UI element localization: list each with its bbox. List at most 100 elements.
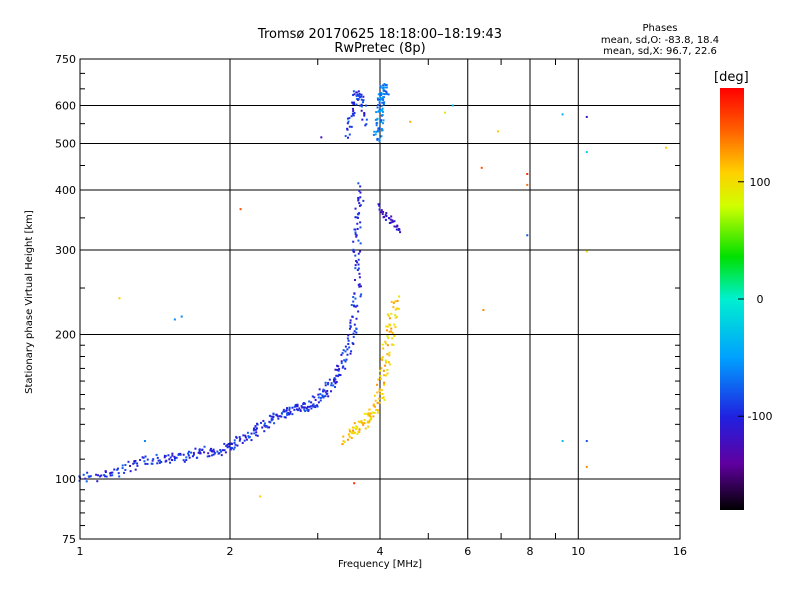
scatter-point — [482, 308, 485, 311]
o-trace-point — [355, 328, 358, 331]
o-trace-point — [104, 475, 107, 478]
x-trace-point — [375, 408, 378, 411]
o-trace-point — [357, 196, 360, 199]
o-trace-point — [282, 408, 285, 411]
o-trace-point — [359, 104, 362, 107]
o-trace-point — [358, 276, 361, 279]
o-trace-point — [360, 93, 363, 96]
o-trace-point — [363, 112, 366, 115]
o-trace-point — [266, 425, 269, 428]
o-trace-point — [231, 442, 234, 445]
o-trace-point — [235, 436, 238, 439]
o-trace-point — [294, 404, 297, 407]
o-trace-point — [350, 350, 353, 353]
x-trace-point — [376, 411, 379, 414]
o-trace-point — [209, 449, 212, 452]
o-trace-point — [95, 473, 98, 476]
o-trace-point — [141, 456, 144, 459]
o-trace-point — [212, 453, 215, 456]
scatter-point — [118, 297, 121, 300]
o-trace-point — [380, 135, 383, 138]
scatter-point — [320, 136, 323, 139]
x-trace-point — [383, 398, 386, 401]
o-trace-point — [321, 395, 324, 398]
o-trace-point — [190, 451, 193, 454]
x-trace-point — [384, 342, 387, 345]
o-trace-point — [347, 339, 350, 342]
o-trace-point — [335, 374, 338, 377]
scatter-point — [526, 183, 529, 186]
scatter-point — [561, 440, 564, 443]
x-trace-point — [388, 351, 391, 354]
o-trace-point — [313, 396, 316, 399]
o-trace-point — [393, 220, 396, 223]
x-trace-point — [385, 325, 388, 328]
o-trace-point — [191, 455, 194, 458]
o-trace-point — [317, 393, 320, 396]
o-trace-point — [383, 93, 386, 96]
o-trace-point — [321, 390, 324, 393]
o-trace-point — [380, 98, 383, 101]
o-trace-point — [84, 477, 87, 480]
o-trace-point — [124, 463, 127, 466]
o-trace-point — [357, 252, 360, 255]
scatter-point — [173, 318, 176, 321]
o-trace-point — [378, 208, 381, 211]
x-trace-point — [353, 422, 356, 425]
o-trace-point — [377, 127, 380, 130]
o-trace-point — [382, 210, 385, 213]
o-trace-point — [383, 83, 386, 86]
o-trace-point — [281, 412, 284, 415]
x-trace-point — [346, 438, 349, 441]
o-trace-point — [344, 350, 347, 353]
o-trace-point — [263, 422, 266, 425]
x-trace-point — [382, 374, 385, 377]
o-trace-point — [293, 405, 296, 408]
o-trace-point — [355, 235, 358, 238]
o-trace-point — [169, 456, 172, 459]
o-trace-point — [365, 118, 368, 121]
o-trace-point — [109, 474, 112, 477]
o-trace-point — [352, 304, 355, 307]
o-trace-point — [142, 456, 145, 459]
o-trace-point — [397, 228, 400, 231]
o-trace-point — [113, 468, 116, 471]
o-trace-point — [330, 382, 333, 385]
o-trace-point — [334, 381, 337, 384]
x-trace-point — [366, 412, 369, 415]
o-trace-point — [357, 310, 360, 313]
o-trace-point — [346, 127, 349, 130]
plot-frame — [79, 58, 681, 540]
o-trace-point — [151, 462, 154, 465]
o-trace-point — [349, 321, 352, 324]
o-trace-point — [227, 445, 230, 448]
o-trace-point — [136, 464, 139, 467]
o-trace-point — [348, 346, 351, 349]
o-trace-point — [317, 401, 320, 404]
o-trace-point — [356, 216, 359, 219]
x-trace-point — [381, 358, 384, 361]
o-trace-point — [353, 228, 356, 231]
o-trace-point — [385, 92, 388, 95]
o-trace-point — [364, 124, 367, 127]
o-trace-point — [382, 101, 385, 104]
o-trace-point — [354, 254, 357, 257]
o-trace-point — [324, 391, 327, 394]
o-trace-point — [272, 415, 275, 418]
o-trace-point — [136, 462, 139, 465]
x-trace-point — [357, 420, 360, 423]
x-trace-point — [385, 361, 388, 364]
o-trace-point — [374, 118, 377, 121]
o-trace-point — [382, 103, 385, 106]
o-trace-point — [349, 319, 352, 322]
o-trace-point — [255, 431, 258, 434]
x-trace-point — [394, 308, 397, 311]
o-trace-point — [270, 415, 273, 418]
o-trace-point — [385, 86, 388, 89]
axis-ticks: 1 2 4 6 8 10 16 75 100 200 300 400 500 600 750 — [55, 53, 687, 558]
o-trace-point — [334, 386, 337, 389]
o-trace-point — [379, 96, 382, 99]
o-trace-point — [388, 222, 391, 225]
o-trace-point — [89, 475, 92, 478]
o-trace-point — [359, 242, 362, 245]
